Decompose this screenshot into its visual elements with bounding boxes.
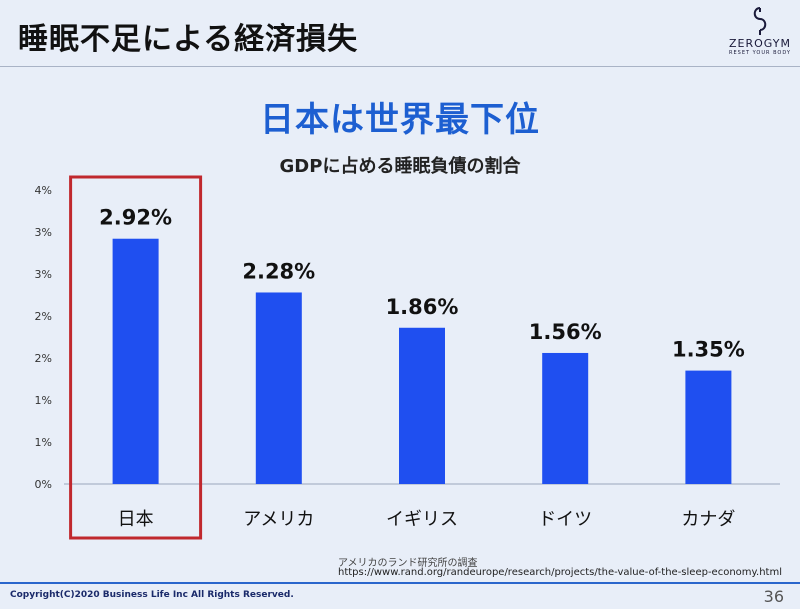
x-tick-label: カナダ: [681, 509, 735, 530]
bar: [112, 238, 159, 484]
bar: [255, 292, 302, 484]
source-url: https://www.rand.org/randeurope/research…: [338, 567, 782, 578]
x-tick-label: イギリス: [386, 509, 458, 530]
x-tick-label: 日本: [118, 509, 154, 530]
y-tick-label: 0%: [35, 478, 52, 491]
bar: [685, 370, 732, 484]
y-tick-label: 2%: [35, 310, 52, 323]
footer-divider: [0, 582, 800, 584]
title-divider: [0, 66, 800, 67]
page-number: 36: [763, 587, 784, 606]
source-label: アメリカのランド研究所の調査: [338, 558, 478, 569]
chart-title: GDPに占める睡眠負債の割合: [279, 156, 521, 177]
slide-title: 睡眠不足による経済損失: [18, 22, 359, 57]
bar-value-label: 2.92%: [99, 206, 172, 230]
y-tick-label: 1%: [35, 436, 52, 449]
logo-text: ZEROGYM: [729, 37, 791, 50]
highlight-box: [69, 175, 203, 540]
headline: 日本は世界最下位: [260, 100, 540, 140]
y-tick-label: 3%: [35, 268, 52, 281]
logo-tagline: RESET YOUR BODY: [729, 50, 791, 56]
zerogym-logo: ZEROGYM RESET YOUR BODY: [728, 6, 792, 64]
y-tick-label: 3%: [35, 226, 52, 239]
logo-mark-icon: [753, 7, 767, 35]
copyright: Copyright(C)2020 Business Life Inc All R…: [10, 590, 294, 600]
bar-chart: 0% 1% 1% 2% 2% 3% 3% 4% 2.92% 日本 2.28% アメリカ 1.86% イギリ…: [35, 175, 780, 540]
bar: [399, 327, 445, 484]
y-tick-label: 2%: [35, 352, 52, 365]
bar-value-label: 1.86%: [386, 295, 459, 319]
bar-value-label: 1.35%: [672, 338, 745, 362]
bar-value-label: 1.56%: [529, 320, 602, 344]
y-tick-label: 1%: [35, 394, 52, 407]
y-tick-label: 4%: [35, 184, 52, 197]
bar-value-label: 2.28%: [242, 259, 315, 283]
x-tick-label: ドイツ: [538, 509, 592, 530]
x-tick-label: アメリカ: [243, 509, 314, 530]
bar: [542, 352, 589, 484]
